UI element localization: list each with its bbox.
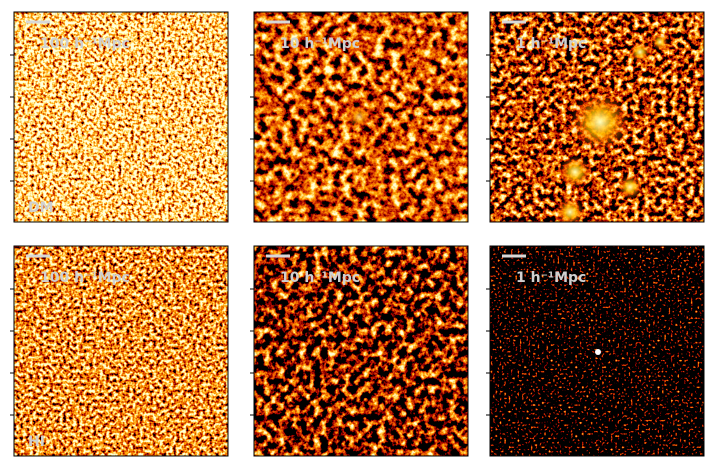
panel-image: [490, 12, 704, 222]
panel-border: [489, 245, 705, 457]
halo: [556, 198, 584, 222]
scale-label: 10 h⁻¹Mpc: [280, 36, 360, 52]
scale-label: 100 h⁻¹Mpc: [40, 270, 130, 286]
panel-image: [14, 246, 228, 456]
scale-label: 1 h⁻¹Mpc: [516, 270, 586, 286]
panel: 1 h⁻¹Mpc: [486, 11, 705, 223]
density-map: [14, 12, 228, 222]
field-label: HI: [28, 434, 45, 450]
panel-border: [253, 11, 469, 223]
panel-image: [254, 12, 468, 222]
density-map: [254, 246, 468, 456]
scale-label: 10 h⁻¹Mpc: [280, 270, 360, 286]
halo: [595, 349, 601, 355]
field-label: DM: [28, 200, 54, 216]
panel-image: [490, 246, 704, 456]
scale-label: 1 h⁻¹Mpc: [516, 36, 586, 52]
halo: [618, 175, 642, 199]
halo: [559, 156, 591, 188]
halo: [347, 105, 371, 129]
panel-border: [13, 11, 229, 223]
panel: 10 h⁻¹Mpc: [250, 245, 469, 457]
panel-image: [14, 12, 228, 222]
halo: [570, 92, 630, 152]
panel: 100 h⁻¹Mpc DM: [10, 11, 229, 223]
scale-label: 100 h⁻¹Mpc: [40, 36, 130, 52]
density-map: [14, 246, 228, 456]
panel: 100 h⁻¹Mpc HI: [10, 245, 229, 457]
panel: 1 h⁻¹Mpc: [486, 245, 705, 457]
panel-border: [13, 245, 229, 457]
halo: [630, 42, 650, 62]
panel-border: [253, 245, 469, 457]
panel-image: [254, 246, 468, 456]
panel-border: [489, 11, 705, 223]
halo: [652, 34, 668, 50]
panel: 10 h⁻¹Mpc: [250, 11, 469, 223]
